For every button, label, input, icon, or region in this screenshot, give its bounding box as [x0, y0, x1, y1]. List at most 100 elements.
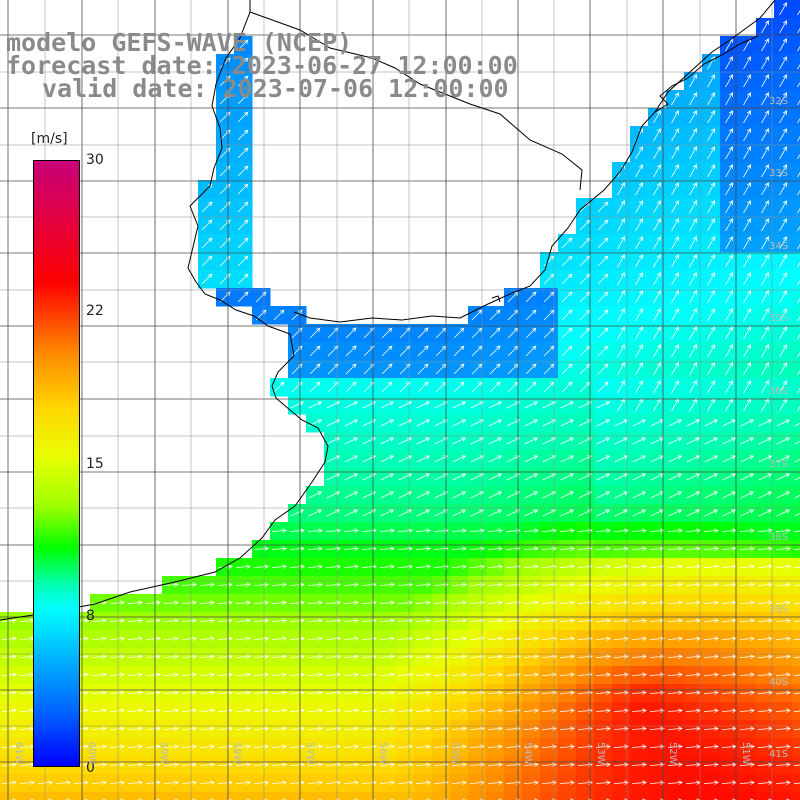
wind-arrow — [444, 798, 449, 800]
wind-arrow — [678, 798, 683, 800]
wind-arrow — [217, 582, 233, 587]
wind-arrow — [397, 690, 413, 695]
wind-arrow — [779, 56, 787, 70]
wind-arrow — [707, 164, 715, 178]
wind-arrow — [217, 726, 233, 731]
wind-arrow — [613, 636, 629, 641]
wind-arrow — [289, 618, 305, 623]
wind-arrow — [138, 798, 143, 800]
wind-arrow — [671, 236, 679, 250]
wind-arrow — [181, 672, 197, 677]
wind-arrow — [271, 582, 287, 587]
wind-arrow — [761, 326, 769, 340]
wind-arrow — [307, 690, 323, 695]
wind-arrow — [793, 602, 800, 604]
wind-arrow — [758, 473, 773, 481]
wind-arrow — [597, 201, 609, 213]
wind-arrow — [667, 546, 683, 551]
wind-arrow — [653, 110, 661, 124]
wind-arrow — [797, 81, 800, 88]
wind-arrow — [237, 57, 249, 69]
wind-arrow — [775, 600, 791, 605]
wind-arrow — [797, 351, 800, 358]
wind-arrow — [488, 455, 503, 463]
wind-arrow — [397, 708, 413, 713]
wind-arrow — [740, 437, 755, 445]
wind-arrow — [761, 182, 769, 196]
wind-arrow — [595, 762, 611, 767]
wind-arrow — [649, 654, 665, 659]
wind-arrow — [775, 708, 791, 713]
wind-arrow — [271, 708, 287, 713]
wind-arrow — [761, 164, 769, 178]
wind-cell — [486, 792, 505, 800]
wind-arrow — [145, 672, 161, 677]
wind-cell — [792, 36, 800, 55]
wind-arrow — [595, 564, 611, 569]
wind-arrow — [761, 110, 769, 124]
wind-arrow — [417, 381, 429, 393]
wind-arrow — [793, 674, 800, 676]
wind-arrow — [686, 473, 701, 481]
wind-arrow — [127, 600, 143, 605]
wind-arrow — [596, 455, 611, 463]
wind-arrow — [451, 582, 467, 587]
wind-arrow — [525, 327, 537, 339]
wind-arrow — [84, 798, 89, 800]
wind-arrow — [739, 528, 755, 533]
wind-arrow — [273, 309, 285, 321]
wind-arrow — [235, 672, 251, 677]
wind-arrow — [793, 530, 800, 532]
longitude-label: 55W — [449, 742, 460, 765]
wind-arrow — [237, 93, 249, 105]
wind-arrow — [797, 9, 800, 16]
wind-arrow — [235, 636, 251, 641]
wind-arrow — [739, 762, 755, 767]
wind-arrow — [487, 582, 503, 587]
wind-cell — [612, 792, 631, 800]
wind-arrow — [343, 654, 359, 659]
wind-arrow — [779, 236, 787, 250]
wind-arrow — [345, 363, 357, 375]
wind-arrow — [102, 798, 107, 800]
wind-arrow — [722, 419, 737, 427]
wind-arrow — [743, 380, 751, 394]
wind-cell — [630, 792, 649, 800]
wind-arrow — [469, 690, 485, 695]
wind-arrow — [336, 798, 341, 800]
wind-arrow — [793, 638, 800, 640]
wind-arrow — [325, 564, 341, 569]
wind-arrow — [617, 290, 625, 304]
wind-cell — [792, 126, 800, 145]
wind-arrow — [145, 600, 161, 605]
wind-arrow — [487, 564, 503, 569]
wind-arrow — [271, 564, 287, 569]
wind-arrow — [289, 546, 305, 551]
wind-arrow — [631, 654, 647, 659]
wind-arrow — [199, 744, 215, 749]
wind-arrow — [307, 654, 323, 659]
wind-arrow — [469, 708, 485, 713]
wind-arrow — [667, 780, 683, 785]
wind-arrow — [703, 708, 719, 713]
wind-arrow — [703, 546, 719, 551]
wind-arrow — [235, 564, 251, 569]
wind-arrow — [740, 509, 755, 517]
laguna-shore — [654, 35, 759, 113]
wind-arrow — [308, 419, 323, 427]
wind-arrow — [725, 308, 733, 322]
wind-arrow — [145, 726, 161, 731]
wind-arrow — [595, 708, 611, 713]
wind-arrow — [416, 401, 431, 409]
latitude-label: 33S — [769, 168, 789, 179]
wind-arrow — [523, 600, 539, 605]
colorbar-unit: [m/s] — [31, 131, 68, 147]
wind-arrow — [761, 362, 769, 376]
wind-arrow — [653, 236, 661, 250]
wind-arrow — [559, 672, 575, 677]
wind-arrow — [597, 219, 609, 231]
wind-arrow — [740, 419, 755, 427]
wind-arrow — [794, 495, 800, 499]
wind-arrow — [595, 600, 611, 605]
wind-arrow — [642, 798, 647, 800]
